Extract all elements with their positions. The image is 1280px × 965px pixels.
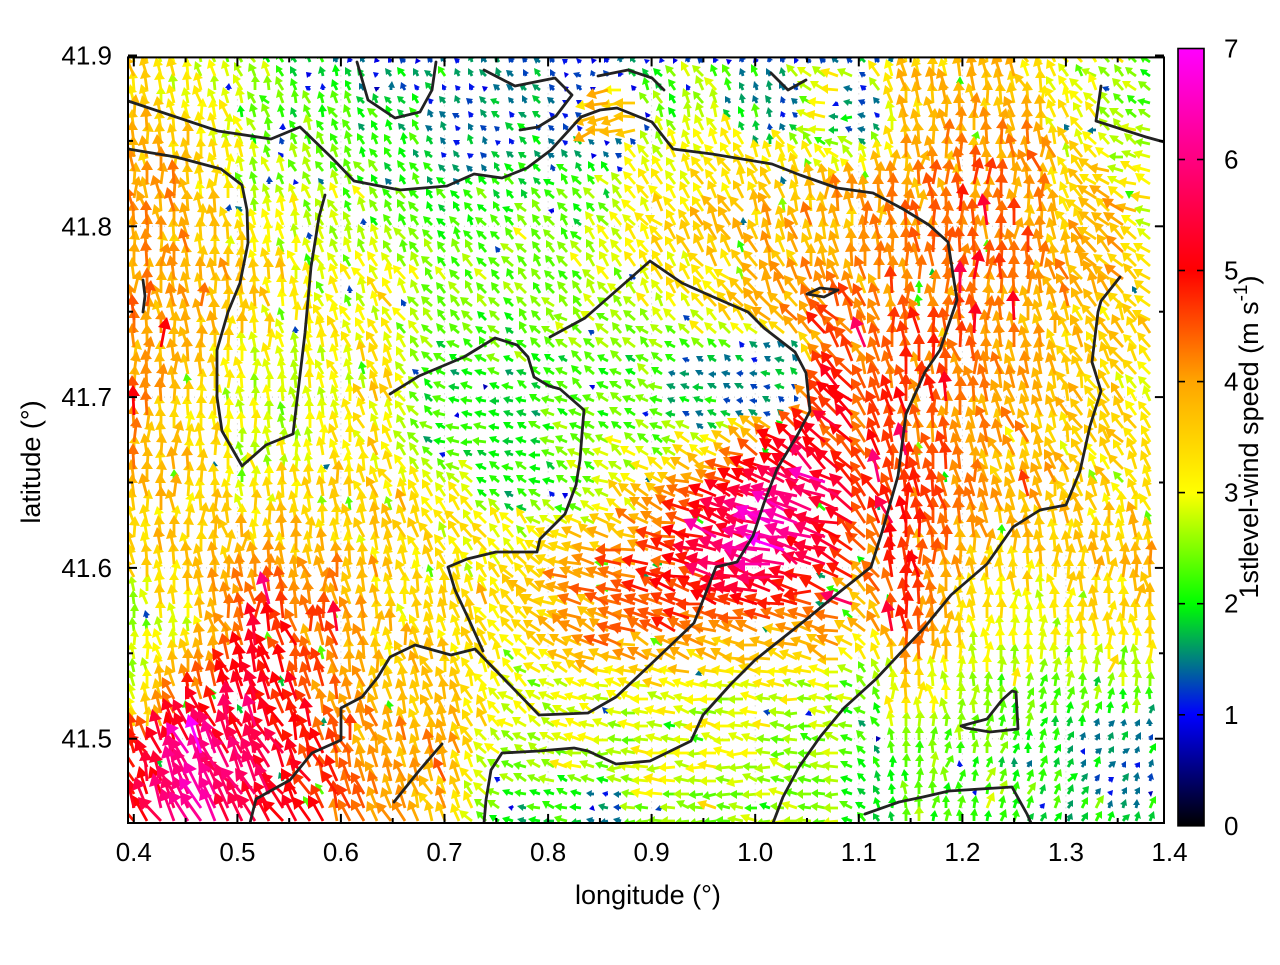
svg-text:6: 6 [1224, 145, 1238, 175]
svg-text:4: 4 [1224, 367, 1238, 397]
svg-text:1.0: 1.0 [737, 837, 773, 867]
svg-text:41.9: 41.9 [61, 41, 112, 71]
svg-text:0.8: 0.8 [530, 837, 566, 867]
svg-text:41.5: 41.5 [61, 724, 112, 754]
svg-text:0: 0 [1224, 811, 1238, 841]
svg-text:0.7: 0.7 [426, 837, 462, 867]
svg-text:7: 7 [1224, 33, 1238, 63]
svg-text:longitude (°): longitude (°) [575, 880, 721, 910]
svg-text:41.8: 41.8 [61, 211, 112, 241]
svg-text:5: 5 [1224, 256, 1238, 286]
svg-text:1: 1 [1224, 700, 1238, 730]
svg-text:1.1: 1.1 [841, 837, 877, 867]
svg-text:latitude (°): latitude (°) [16, 400, 46, 523]
svg-text:0.4: 0.4 [116, 837, 152, 867]
svg-text:1.2: 1.2 [944, 837, 980, 867]
svg-text:41.6: 41.6 [61, 553, 112, 583]
svg-text:1stlevel-wind speed (m s-1): 1stlevel-wind speed (m s-1) [1231, 275, 1264, 598]
svg-text:2: 2 [1224, 589, 1238, 619]
svg-text:41.7: 41.7 [61, 382, 112, 412]
svg-text:0.6: 0.6 [323, 837, 359, 867]
svg-text:1.3: 1.3 [1048, 837, 1084, 867]
svg-text:3: 3 [1224, 478, 1238, 508]
svg-text:0.9: 0.9 [634, 837, 670, 867]
svg-text:1.4: 1.4 [1151, 837, 1187, 867]
svg-text:0.5: 0.5 [219, 837, 255, 867]
